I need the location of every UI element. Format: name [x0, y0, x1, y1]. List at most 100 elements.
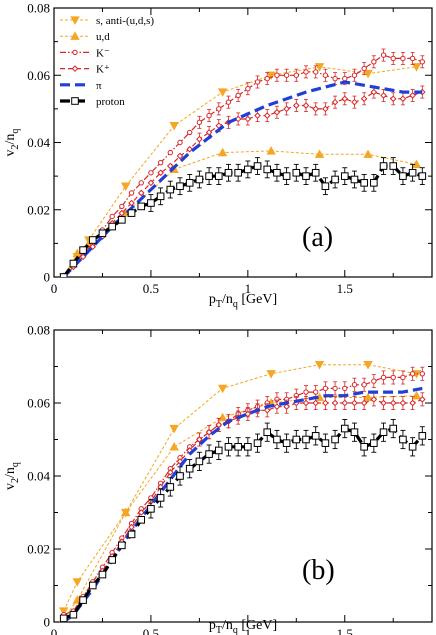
- data-point: [340, 172, 349, 180]
- axis-title-part: /n: [3, 134, 18, 145]
- data-point: [166, 185, 175, 194]
- data-point: [157, 169, 164, 177]
- data-point: [108, 556, 116, 564]
- data-point: [350, 175, 359, 184]
- series-line-5: [62, 164, 423, 277]
- data-point: [119, 203, 125, 210]
- data-point: [167, 149, 174, 156]
- data-point: [185, 464, 194, 473]
- axis-title-part: q: [10, 462, 21, 467]
- data-point: [322, 385, 329, 392]
- data-point: [108, 222, 116, 231]
- data-point: [340, 424, 349, 433]
- data-point: [206, 112, 212, 119]
- panel-label: (b): [302, 555, 335, 586]
- data-point: [148, 170, 154, 176]
- data-point: [217, 147, 228, 157]
- axis-title-part: v: [3, 483, 18, 490]
- data-point: [128, 523, 135, 531]
- data-point: [342, 385, 348, 392]
- data-point: [118, 541, 126, 550]
- y-tick-label: 0.08: [27, 1, 50, 16]
- data-point: [244, 410, 252, 418]
- y-tick-label: 0.04: [27, 135, 50, 150]
- data-point: [169, 441, 179, 451]
- series-line-3: [63, 91, 423, 277]
- data-point: [419, 59, 426, 65]
- data-point: [361, 382, 367, 388]
- data-point: [137, 516, 146, 524]
- data-point: [273, 108, 281, 116]
- data-point: [244, 443, 252, 451]
- data-point: [186, 145, 193, 153]
- legend-label: proton: [96, 96, 125, 108]
- data-point: [351, 72, 358, 78]
- data-point: [399, 399, 407, 407]
- data-point: [217, 412, 228, 422]
- data-point: [273, 168, 281, 177]
- data-point: [205, 428, 213, 436]
- data-point: [244, 115, 252, 123]
- data-point: [314, 149, 325, 158]
- data-point: [283, 403, 290, 410]
- series-line-1: [63, 150, 417, 277]
- data-point: [273, 403, 281, 410]
- axis-title-part: q: [233, 625, 238, 635]
- data-point: [341, 399, 349, 407]
- data-point: [98, 570, 107, 579]
- data-point: [409, 55, 416, 62]
- data-point: [137, 189, 145, 197]
- data-point: [196, 135, 203, 143]
- legend-label: K⁺: [96, 64, 110, 76]
- data-point: [341, 95, 349, 103]
- data-point: [390, 55, 396, 62]
- data-point: [157, 159, 164, 166]
- data-point: [167, 469, 174, 476]
- data-point: [254, 112, 261, 119]
- data-point: [121, 182, 131, 192]
- data-point: [303, 69, 309, 75]
- data-point: [379, 428, 388, 436]
- series-group: [58, 361, 427, 622]
- data-point: [370, 396, 378, 403]
- legend-marker: [71, 65, 79, 72]
- data-point: [225, 99, 232, 105]
- data-point: [312, 399, 319, 407]
- axis-title-part: [GeV]: [238, 292, 277, 307]
- data-point: [302, 102, 310, 109]
- legend-marker: [72, 49, 78, 56]
- data-point: [59, 614, 68, 622]
- data-point: [79, 253, 87, 261]
- data-point: [351, 399, 358, 407]
- series-line-2: [63, 54, 423, 277]
- x-tick-label: 1: [245, 626, 252, 635]
- series-line-2: [63, 373, 423, 616]
- data-point: [363, 69, 373, 79]
- legend-label: s, anti-(u,d,s): [96, 15, 154, 27]
- data-point: [79, 596, 87, 604]
- y-tick-label: 0.06: [27, 68, 50, 83]
- data-point: [214, 172, 223, 180]
- data-point: [118, 216, 126, 224]
- data-point: [283, 105, 290, 113]
- data-point: [363, 149, 373, 158]
- data-point: [322, 72, 329, 78]
- data-point: [263, 112, 271, 119]
- data-point: [418, 172, 427, 180]
- data-point: [196, 119, 203, 126]
- y-tick-label: 0.02: [27, 202, 50, 217]
- data-point: [363, 392, 373, 402]
- data-point: [408, 443, 417, 451]
- data-point: [274, 72, 280, 78]
- data-point: [411, 63, 422, 72]
- data-point: [282, 172, 291, 180]
- data-point: [195, 175, 204, 184]
- x-tick-label: 0: [51, 281, 58, 296]
- data-point: [214, 446, 223, 455]
- data-point: [69, 610, 78, 619]
- data-point: [380, 399, 387, 407]
- data-point: [292, 168, 301, 177]
- data-point: [342, 75, 348, 82]
- data-point: [89, 243, 97, 251]
